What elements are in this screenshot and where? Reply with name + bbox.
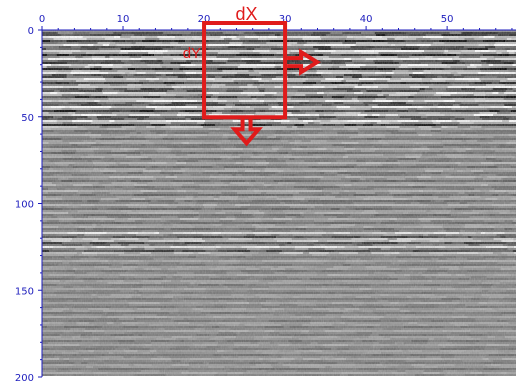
- dx-label: dX: [236, 4, 258, 24]
- y-tick-label: 200: [15, 373, 34, 384]
- y-tick-label: 100: [15, 200, 34, 211]
- x-tick-label: 10: [117, 14, 130, 25]
- y-tick-label: 0: [28, 26, 34, 37]
- x-tick-label: 50: [441, 14, 454, 25]
- axes: 0 10 20 30 40 50 0 50 100 150 200: [15, 14, 516, 384]
- arrow-right-icon: [287, 48, 321, 76]
- x-tick-label: 40: [360, 14, 373, 25]
- x-tick-label: 30: [279, 14, 292, 25]
- window-box: [202, 21, 288, 120]
- y-tick-label: 50: [21, 113, 34, 124]
- x-tick-label: 0: [39, 14, 45, 25]
- dy-label: dY: [183, 45, 201, 62]
- velocity-window-annotation: dX dY: [183, 4, 321, 147]
- y-axis-ticks: 0 50 100 150 200: [15, 26, 42, 384]
- y-tick-label: 150: [15, 286, 34, 297]
- x-tick-label: 20: [198, 14, 211, 25]
- radargram-image: [42, 30, 516, 376]
- x-axis-ticks: 0 10 20 30 40 50: [39, 14, 513, 30]
- arrow-down-icon: [230, 119, 263, 147]
